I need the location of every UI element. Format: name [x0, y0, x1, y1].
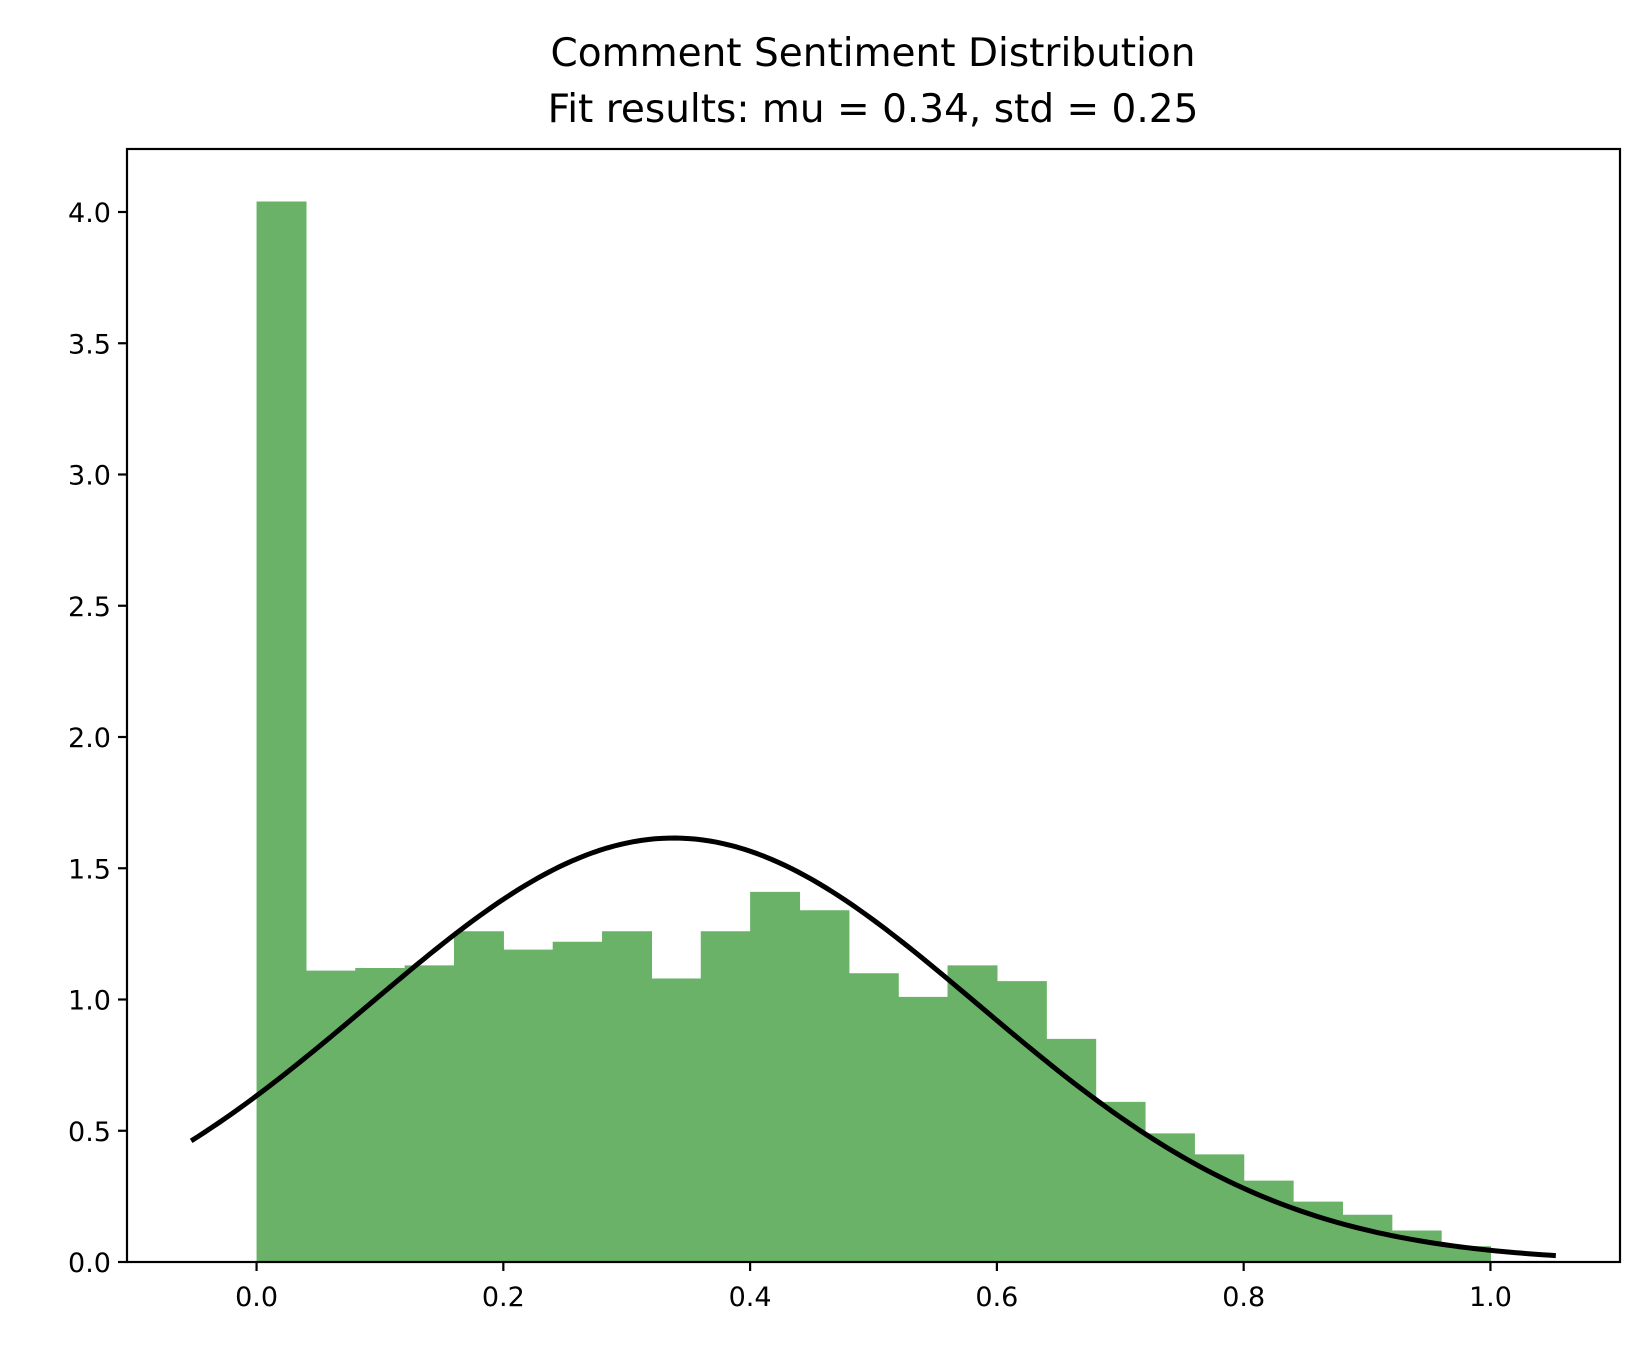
histogram-bar [1095, 1101, 1146, 1262]
chart-subtitle: Fit results: mu = 0.34, std = 0.25 [548, 87, 1199, 132]
y-tick-label: 3.0 [68, 461, 111, 492]
histogram-bar [305, 970, 356, 1262]
y-tick-label: 2.5 [68, 592, 111, 623]
histogram-bar [503, 949, 554, 1262]
y-tick-label: 4.0 [68, 198, 111, 229]
x-tick-label: 0.2 [482, 1282, 525, 1313]
y-tick-label: 2.0 [68, 723, 111, 754]
histogram-bar [651, 978, 702, 1262]
x-tick-label: 0.8 [1222, 1282, 1265, 1313]
x-tick-label: 0.6 [975, 1282, 1018, 1313]
y-axis: 0.0 0.5 1.0 1.5 2.0 2.5 3.0 3.5 4.0 [68, 198, 127, 1279]
y-tick-label: 1.5 [68, 854, 111, 885]
histogram-bar [355, 968, 406, 1262]
histogram-bar [256, 201, 307, 1262]
histogram-bar [404, 965, 455, 1262]
y-tick-label: 0.5 [68, 1117, 111, 1148]
histogram-bar [799, 910, 850, 1262]
y-tick-label: 1.0 [68, 986, 111, 1017]
histogram-bar [552, 941, 603, 1262]
histogram-bar [602, 931, 653, 1262]
histogram-bar [996, 981, 1047, 1262]
histogram-bar [750, 891, 801, 1262]
y-tick-label: 0.0 [68, 1248, 111, 1279]
histogram-bar [1144, 1133, 1195, 1262]
normal-fit-line [189, 835, 1556, 1259]
histogram-bar [947, 965, 998, 1262]
plot-frame [125, 147, 1622, 1264]
histogram-bar [898, 996, 949, 1262]
histogram-bar [1046, 1038, 1097, 1262]
histogram-bar [453, 931, 504, 1262]
histogram-bar [848, 973, 899, 1262]
x-axis: 0.0 0.2 0.4 0.6 0.8 1.0 [235, 1262, 1512, 1313]
histogram-bars [256, 201, 1492, 1262]
x-tick-label: 0.0 [235, 1282, 278, 1313]
x-tick-label: 0.4 [729, 1282, 772, 1313]
histogram-bar [700, 931, 751, 1262]
histogram-bar [1342, 1214, 1393, 1262]
chart-title: Comment Sentiment Distribution [551, 31, 1196, 76]
y-tick-label: 3.5 [68, 329, 111, 360]
x-tick-label: 1.0 [1469, 1282, 1512, 1313]
histogram-bar [1194, 1154, 1245, 1262]
